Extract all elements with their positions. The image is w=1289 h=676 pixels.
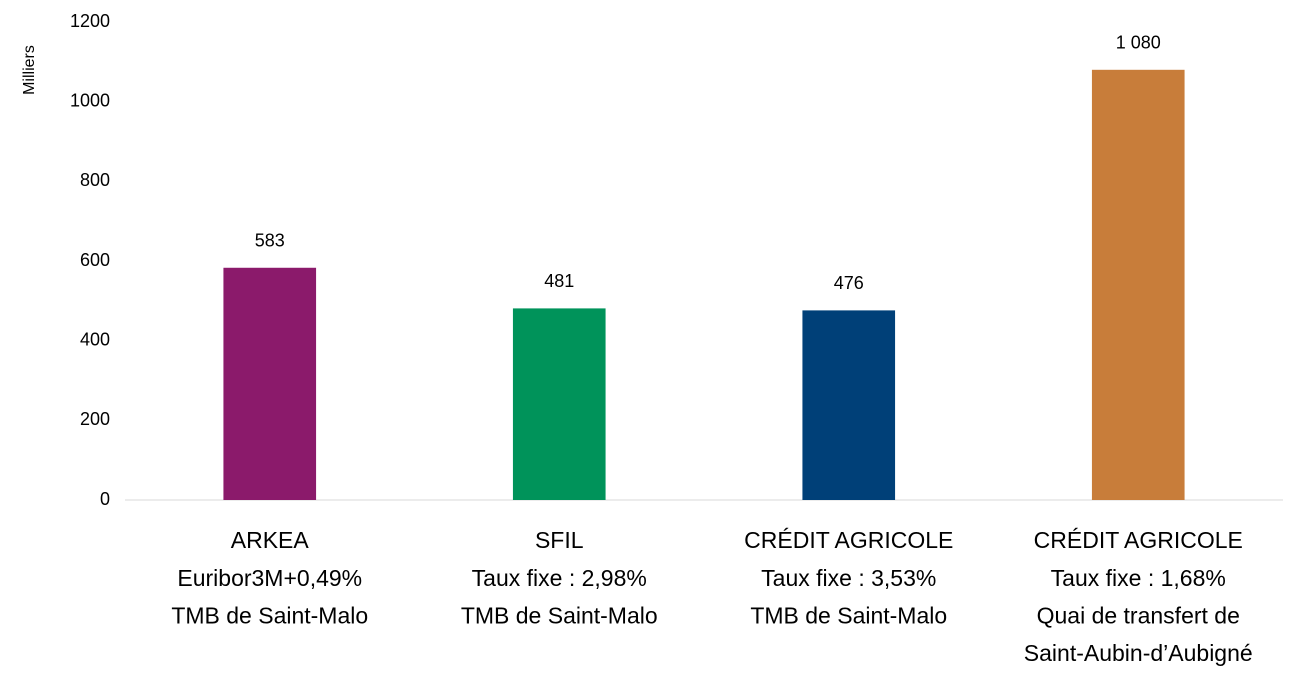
- y-tick-label: 1200: [70, 11, 110, 31]
- x-tick-label: Taux fixe : 3,53%: [761, 565, 936, 591]
- x-tick-label: TMB de Saint-Malo: [171, 602, 368, 628]
- x-tick-label: CRÉDIT AGRICOLE: [1034, 527, 1243, 553]
- bar: [512, 308, 606, 500]
- bar: [802, 310, 896, 500]
- y-tick-label: 600: [80, 250, 110, 270]
- bar: [1091, 69, 1185, 501]
- x-tick-label: Saint-Aubin-d’Aubigné: [1024, 640, 1253, 666]
- data-label: 476: [834, 273, 864, 293]
- x-tick-label: TMB de Saint-Malo: [750, 602, 947, 628]
- y-tick-label: 0: [100, 489, 110, 509]
- x-tick-label: CRÉDIT AGRICOLE: [744, 527, 953, 553]
- x-tick-label: ARKEA: [231, 527, 310, 553]
- data-label: 1 080: [1116, 33, 1161, 53]
- y-tick-label: 1000: [70, 90, 110, 110]
- x-tick-label: TMB de Saint-Malo: [461, 602, 658, 628]
- y-tick-label: 800: [80, 170, 110, 190]
- x-tick-label: Quai de transfert de: [1037, 602, 1240, 628]
- y-axis-label: Milliers: [21, 45, 38, 95]
- y-tick-label: 400: [80, 329, 110, 349]
- bar: [223, 267, 317, 500]
- x-tick-label: Taux fixe : 1,68%: [1051, 565, 1226, 591]
- x-tick-label: SFIL: [535, 527, 584, 553]
- x-tick-label: Taux fixe : 2,98%: [472, 565, 647, 591]
- y-tick-label: 200: [80, 409, 110, 429]
- x-tick-label: Euribor3M+0,49%: [177, 565, 362, 591]
- data-label: 481: [544, 271, 574, 291]
- data-label: 583: [255, 231, 285, 251]
